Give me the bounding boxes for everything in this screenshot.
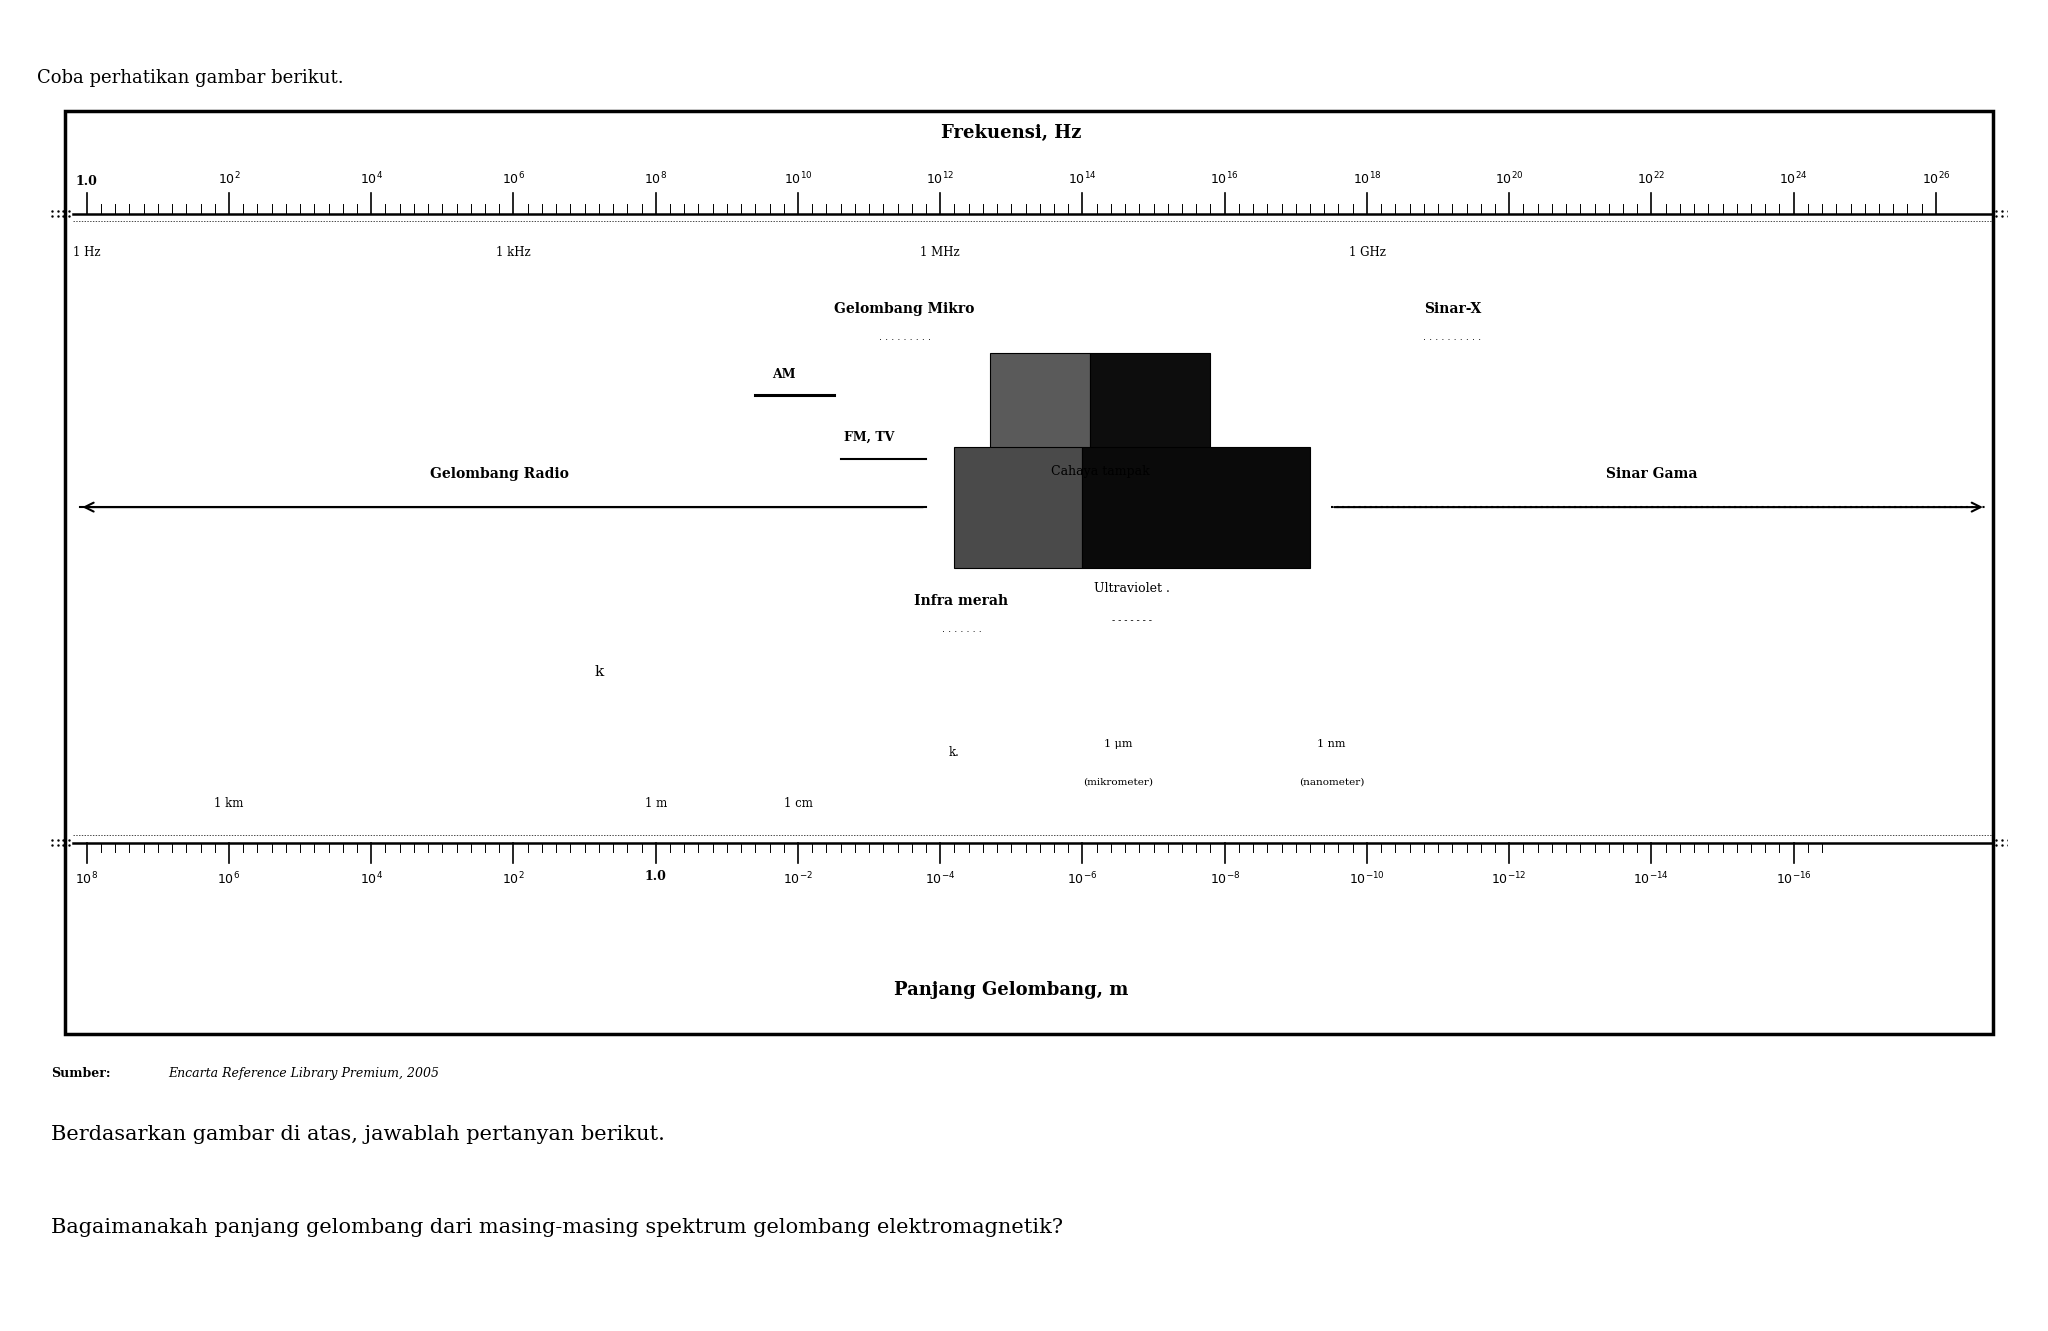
Text: $10^6$: $10^6$ [502, 170, 524, 188]
Text: $10^4$: $10^4$ [360, 170, 383, 188]
Text: $10^8$: $10^8$ [645, 170, 668, 188]
Text: 1 kHz: 1 kHz [496, 246, 530, 260]
Text: 1.0: 1.0 [76, 174, 98, 188]
Text: $10^{-14}$: $10^{-14}$ [1634, 870, 1669, 886]
Text: $10^{-8}$: $10^{-8}$ [1210, 870, 1239, 886]
Text: Sinar Gama: Sinar Gama [1606, 467, 1698, 480]
Text: 1 Hz: 1 Hz [74, 246, 100, 260]
Text: Cahaya tampak: Cahaya tampak [1051, 466, 1149, 478]
Text: $10^{14}$: $10^{14}$ [1069, 170, 1098, 188]
Text: $10^2$: $10^2$ [502, 870, 524, 886]
Text: 1 cm: 1 cm [784, 797, 813, 809]
Text: 1 GHz: 1 GHz [1348, 246, 1384, 260]
Text: $10^{24}$: $10^{24}$ [1780, 170, 1808, 188]
Text: AM: AM [772, 369, 795, 381]
Bar [989, 353, 1090, 451]
Text: $10^6$: $10^6$ [217, 870, 240, 886]
Text: Panjang Gelombang, m: Panjang Gelombang, m [895, 981, 1128, 998]
Text: $10^8$: $10^8$ [76, 870, 98, 886]
Text: k.: k. [948, 745, 961, 759]
Text: (nanometer): (nanometer) [1298, 777, 1364, 787]
Text: 1 m: 1 m [645, 797, 668, 809]
Text: Berdasarkan gambar di atas, jawablah pertanyan berikut.: Berdasarkan gambar di atas, jawablah per… [51, 1125, 666, 1143]
Bar [954, 446, 1083, 567]
Text: Frekuensi, Hz: Frekuensi, Hz [942, 124, 1081, 141]
Text: k: k [594, 666, 604, 679]
Text: $10^{26}$: $10^{26}$ [1921, 170, 1950, 188]
Text: $10^{20}$: $10^{20}$ [1495, 170, 1524, 188]
Text: $10^{-4}$: $10^{-4}$ [926, 870, 954, 886]
Text: Sinar-X: Sinar-X [1423, 302, 1481, 315]
Text: 1 km: 1 km [215, 797, 244, 809]
Bar [1090, 353, 1210, 451]
Text: Gelombang Mikro: Gelombang Mikro [834, 302, 975, 315]
Text: $10^{10}$: $10^{10}$ [784, 170, 813, 188]
Bar [1083, 446, 1311, 567]
Text: . . . . . . . . .: . . . . . . . . . [879, 331, 930, 342]
Text: $10^{18}$: $10^{18}$ [1352, 170, 1380, 188]
Text: $10^{-16}$: $10^{-16}$ [1776, 870, 1812, 886]
Text: Bagaimanakah panjang gelombang dari masing-masing spektrum gelombang elektromagn: Bagaimanakah panjang gelombang dari masi… [51, 1218, 1063, 1236]
Text: 1 MHz: 1 MHz [920, 246, 961, 260]
Text: Infra merah: Infra merah [915, 594, 1008, 608]
Text: $10^{-10}$: $10^{-10}$ [1350, 870, 1384, 886]
Text: Encarta Reference Library Premium, 2005: Encarta Reference Library Premium, 2005 [168, 1067, 438, 1081]
Text: (mikrometer): (mikrometer) [1083, 777, 1153, 787]
Text: Coba perhatikan gambar berikut.: Coba perhatikan gambar berikut. [37, 68, 344, 87]
Text: $10^4$: $10^4$ [360, 870, 383, 886]
Text: $10^{-2}$: $10^{-2}$ [782, 870, 813, 886]
Text: Gelombang Radio: Gelombang Radio [430, 467, 569, 480]
Text: Sumber:: Sumber: [51, 1067, 111, 1081]
Text: $10^2$: $10^2$ [217, 170, 240, 188]
Text: - - - - - - -: - - - - - - - [1112, 616, 1153, 626]
Text: Ultraviolet .: Ultraviolet . [1094, 582, 1169, 595]
Text: 1 nm: 1 nm [1317, 739, 1346, 749]
Text: FM, TV: FM, TV [844, 431, 895, 443]
Text: 1.0: 1.0 [645, 870, 668, 884]
Text: $10^{12}$: $10^{12}$ [926, 170, 954, 188]
Text: $10^{-12}$: $10^{-12}$ [1491, 870, 1528, 886]
Text: . . . . . . .: . . . . . . . [942, 623, 981, 634]
Text: $10^{22}$: $10^{22}$ [1636, 170, 1665, 188]
Text: 1 μm: 1 μm [1104, 739, 1133, 749]
Text: $10^{-6}$: $10^{-6}$ [1067, 870, 1098, 886]
Text: $10^{16}$: $10^{16}$ [1210, 170, 1239, 188]
Text: . . . . . . . . . .: . . . . . . . . . . [1423, 331, 1481, 342]
